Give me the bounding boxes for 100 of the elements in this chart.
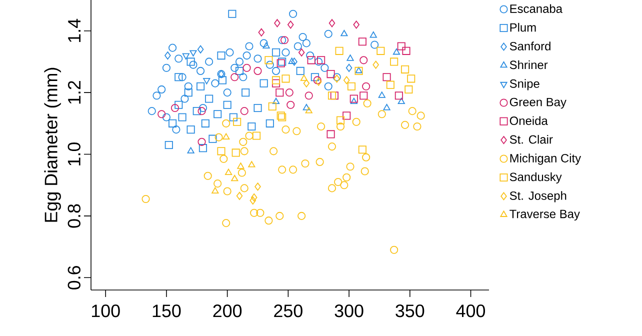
- x-tick-label: 250: [274, 304, 302, 318]
- point: [168, 119, 177, 128]
- point: [208, 134, 217, 143]
- point: [272, 76, 280, 84]
- point: [268, 102, 276, 110]
- point: [358, 146, 366, 154]
- point: [378, 92, 386, 98]
- point: [324, 30, 332, 38]
- point: [353, 20, 360, 29]
- point: [214, 110, 222, 118]
- point: [217, 51, 226, 60]
- point: [245, 132, 254, 140]
- point: [197, 45, 204, 54]
- point: [248, 122, 256, 131]
- point: [282, 48, 290, 56]
- point: [212, 187, 219, 194]
- point: [382, 73, 391, 82]
- point: [407, 74, 416, 83]
- point: [282, 74, 290, 83]
- legend-label: St. Clair: [510, 134, 553, 144]
- point: [298, 32, 307, 42]
- legend-label: Sandusky: [510, 172, 562, 184]
- legend-label: Oneida: [510, 116, 548, 125]
- point: [288, 58, 296, 64]
- point: [413, 122, 422, 131]
- point: [328, 184, 336, 192]
- point: [223, 88, 232, 97]
- point: [300, 74, 308, 81]
- legend-label: Green Bay: [510, 98, 566, 109]
- point: [240, 184, 248, 192]
- point: [376, 46, 385, 55]
- point: [235, 58, 244, 66]
- point: [222, 133, 230, 140]
- legend-label: Sanford: [510, 42, 550, 50]
- point: [178, 73, 186, 82]
- point: [362, 82, 370, 90]
- point: [292, 127, 301, 136]
- point: [317, 122, 326, 131]
- point: [398, 98, 405, 104]
- point: [254, 66, 262, 75]
- point: [274, 19, 280, 28]
- point: [220, 154, 228, 163]
- point: [242, 64, 251, 72]
- point: [286, 100, 295, 109]
- point: [298, 212, 306, 220]
- legend-label: Escanaba: [510, 4, 562, 13]
- point: [224, 168, 232, 176]
- x-tick-label: 150: [152, 304, 181, 318]
- point: [237, 162, 244, 169]
- point: [370, 31, 377, 38]
- y-tick-label: 0.6: [68, 266, 80, 290]
- point: [324, 82, 332, 90]
- point: [282, 126, 290, 134]
- point: [262, 42, 270, 49]
- point: [198, 138, 206, 146]
- point: [378, 110, 386, 118]
- point: [296, 66, 304, 75]
- point: [222, 219, 230, 228]
- point: [307, 56, 316, 64]
- point: [310, 73, 319, 82]
- point: [203, 78, 210, 84]
- point: [335, 46, 344, 55]
- point: [360, 167, 369, 176]
- y-tick-label: 0.8: [68, 204, 80, 228]
- point: [222, 119, 230, 128]
- point: [301, 159, 310, 168]
- point: [346, 54, 354, 61]
- point: [328, 19, 336, 28]
- point: [372, 60, 379, 69]
- point: [303, 79, 310, 88]
- point: [245, 42, 254, 50]
- point: [162, 113, 170, 122]
- point: [223, 187, 232, 196]
- point: [250, 196, 256, 205]
- point: [363, 99, 372, 108]
- point: [238, 168, 246, 177]
- point: [240, 107, 248, 116]
- point: [347, 82, 356, 90]
- point: [352, 118, 360, 126]
- legend-label: St. Joseph: [510, 191, 566, 202]
- point: [291, 58, 298, 66]
- point: [305, 107, 312, 114]
- point: [229, 113, 238, 122]
- point: [254, 104, 262, 112]
- x-tick-label: 350: [396, 304, 424, 318]
- point: [360, 56, 368, 64]
- point: [205, 94, 214, 103]
- point: [196, 82, 205, 90]
- point: [383, 104, 390, 110]
- point: [314, 58, 323, 66]
- point: [278, 166, 286, 174]
- x-tick-label: 100: [92, 304, 120, 318]
- point: [258, 28, 265, 36]
- point: [404, 85, 413, 94]
- point: [302, 39, 310, 48]
- point: [158, 85, 166, 94]
- point: [328, 92, 336, 100]
- point: [198, 107, 206, 116]
- point: [214, 133, 223, 142]
- point: [250, 208, 258, 217]
